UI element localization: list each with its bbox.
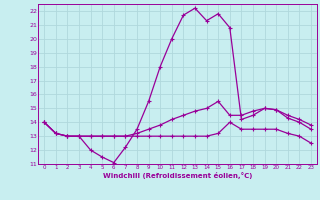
X-axis label: Windchill (Refroidissement éolien,°C): Windchill (Refroidissement éolien,°C) [103,172,252,179]
